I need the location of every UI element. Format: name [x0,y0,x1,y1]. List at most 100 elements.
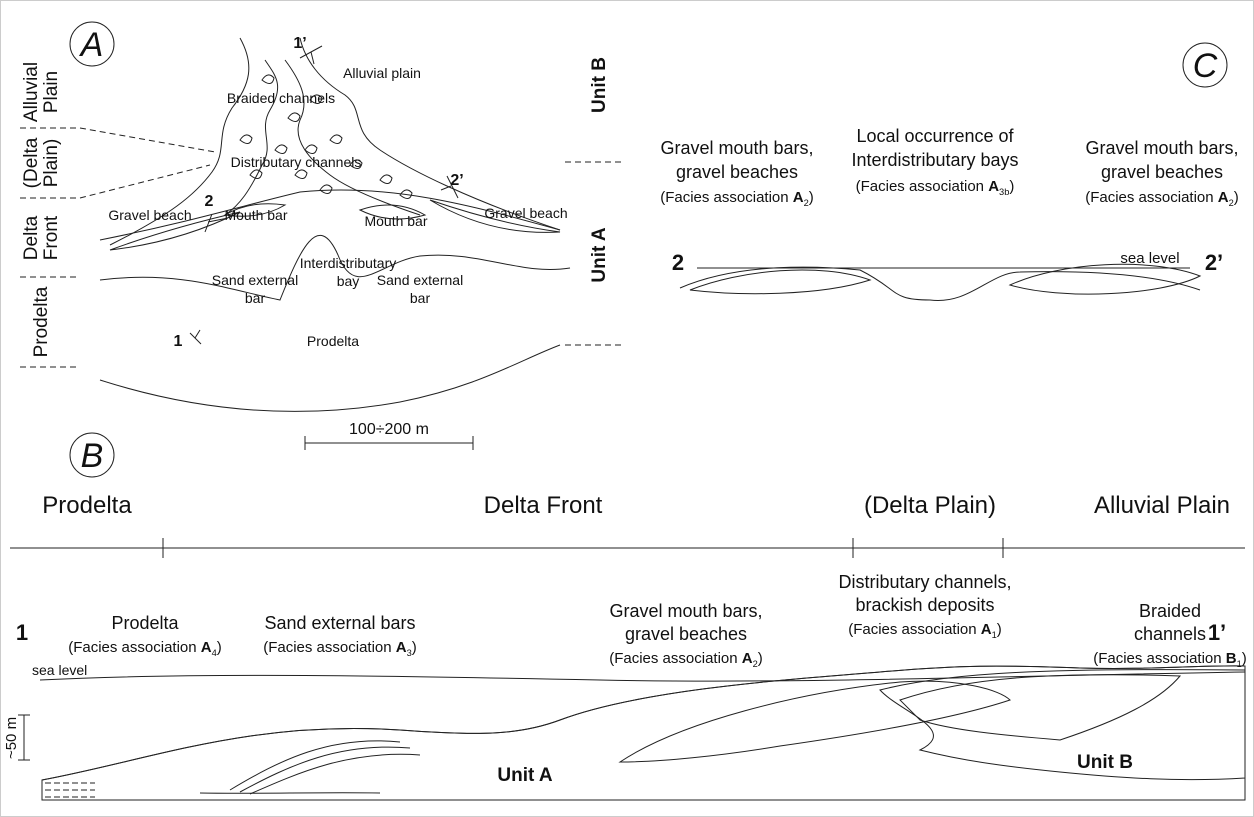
channel-bar [262,75,274,84]
panel-label: C [1193,47,1218,85]
zone-label: Alluvial [21,62,42,122]
label: Interdistributary bays [851,150,1018,170]
label: gravel beaches [625,624,747,644]
sea-level-line [40,672,1245,681]
unit-label: Unit A [497,765,553,786]
label: Gravel mouth bars, [609,601,762,621]
facies-label: (Facies association A1) [848,621,1002,640]
label: Sand external bars [264,613,415,633]
facies-label: (Facies association A2) [609,650,763,669]
deposit [42,666,1245,800]
facies-suffix: ) [412,639,417,656]
map-outline [100,345,560,411]
label: Prodelta [111,613,179,633]
facies-suffix: ) [758,650,763,667]
section-label: 2’ [1205,250,1223,275]
label: Gravel mouth bars, [660,138,813,158]
gravel-body [690,270,870,294]
section-label: 2 [672,250,684,275]
channel-bar [330,135,342,144]
facies-suffix: ) [1234,189,1239,206]
facies-suffix: ) [997,621,1002,638]
facies-label: (Facies association B1) [1093,650,1247,669]
facies-code: A [396,639,407,656]
label: gravel beaches [1101,162,1223,182]
label: Gravel beach [108,207,191,223]
label: Local occurrence of [856,126,1014,146]
label: Interdistributary [300,255,396,271]
channel-bar [380,175,392,184]
facies-label: (Facies association A3b) [856,178,1015,197]
sand-texture [42,666,1245,800]
facies-code: A [1218,189,1229,206]
cobble-body [900,675,1180,740]
unit-label: Unit B [589,57,610,113]
zone-header: Prodelta [42,492,132,519]
unit-label: Unit A [589,227,610,283]
facies-label: (Facies association A4) [68,639,222,658]
facies-suffix: ) [1009,178,1014,195]
facies-label: (Facies association A2) [660,189,814,208]
bar-lamination [240,747,410,792]
label: bar [410,290,431,306]
label: Alluvial plain [343,65,421,81]
facies-code: A [981,621,992,638]
channel-bar [295,170,307,179]
label: Braided channels [227,90,335,106]
label: bar [245,290,266,306]
bay-surface [680,267,1200,300]
facies-code: B [1226,650,1237,667]
section-label: 1 [16,620,28,645]
label: Sand external [377,272,463,288]
bar-lamination [200,793,380,794]
label: Gravel beach [484,205,567,221]
facies-code: A [988,178,999,195]
label: brackish deposits [855,595,994,615]
facies-prefix: (Facies association [660,189,793,206]
bar-lamination [230,741,400,790]
scale-label: 100÷200 m [349,421,429,438]
unit-label: Unit B [1077,752,1133,773]
channel-bar [320,185,332,194]
label: channels [1134,624,1206,644]
channel-bar [240,135,252,144]
facies-prefix: (Facies association [1085,189,1218,206]
zone-header: (Delta Plain) [864,492,996,519]
label: Distributary channels, [838,572,1011,592]
section-label: 1’ [1208,620,1226,645]
facies-label: (Facies association A2) [1085,189,1239,208]
zone-label: Delta [21,215,42,260]
panel-label: A [79,26,104,64]
section-label: 1’ [293,35,306,52]
label: Mouth bar [364,213,427,229]
section-label: 2 [205,193,214,210]
label: bay [337,273,360,289]
panel-label: B [81,437,104,475]
zone-label: Front [41,215,62,260]
zone-label: Prodelta [31,286,52,357]
facies-suffix: ) [809,189,814,206]
zone-label: Plain) [41,139,62,188]
label: Gravel mouth bars, [1085,138,1238,158]
facies-code: A [793,189,804,206]
zone-label: Plain [41,71,62,113]
section-label: 1 [174,333,183,350]
zone-label: (Delta [21,137,42,188]
facies-suffix: ) [217,639,222,656]
facies-suffix: ) [1242,650,1247,667]
facies-code: A [742,650,753,667]
gravel-body [1010,264,1200,294]
zone-header: Delta Front [484,492,603,519]
channel-bar [288,113,300,122]
label: Prodelta [307,333,359,349]
frame [1,1,1254,817]
channel-bar [275,145,287,154]
gravel-body [620,681,1010,762]
section-marker [190,330,201,344]
section-label: 2’ [450,172,463,189]
facies-subscript: 3b [999,187,1009,197]
facies-label: (Facies association A3) [263,639,417,658]
scale-bar [305,436,473,450]
facies-prefix: (Facies association [1093,650,1226,667]
label: Sand external [212,272,298,288]
